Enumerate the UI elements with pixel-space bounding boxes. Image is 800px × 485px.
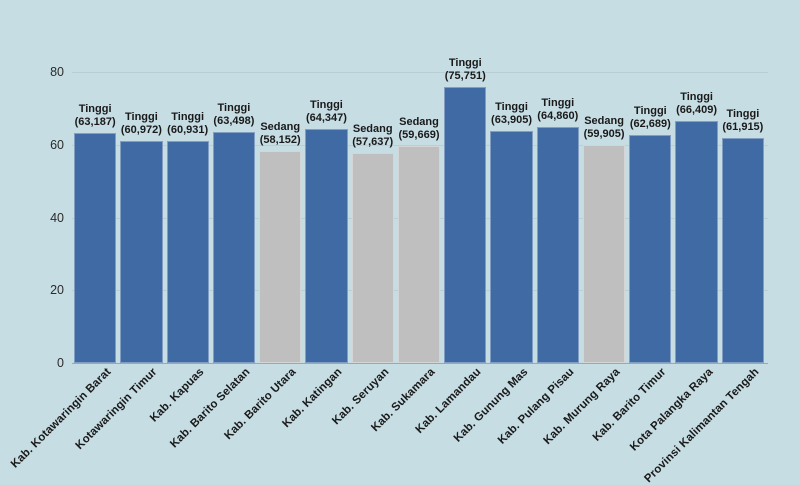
data-label: Tinggi (63,498) (213, 102, 254, 128)
bar-slot (673, 0, 719, 363)
bar[interactable] (490, 130, 533, 363)
bar[interactable] (675, 121, 718, 363)
bar[interactable] (305, 128, 348, 363)
data-label: Tinggi (66,409) (676, 91, 717, 117)
data-label-category: Tinggi (310, 98, 343, 111)
data-label-value: (62,689) (629, 117, 671, 130)
bar-slot (118, 0, 164, 363)
bar-slot (211, 0, 257, 363)
data-label-category: Sedang (399, 115, 439, 128)
bar-slot (581, 0, 627, 363)
x-axis-label: Kotawaringin Timur (73, 366, 160, 452)
data-label-category: Sedang (584, 115, 624, 128)
data-label-value: (63,905) (491, 113, 533, 126)
data-label-value: (60,972) (120, 124, 162, 137)
data-label-category: Tinggi (680, 91, 713, 104)
plot-area: 0 20 40 60 80 Tinggi (63,187) Tinggi (60,972) Ti… (9, 0, 768, 485)
data-label: Tinggi (60,931) (167, 111, 208, 137)
bar-slot (396, 0, 442, 363)
bar-slot (165, 0, 211, 363)
data-label: Tinggi (64,347) (306, 99, 347, 125)
data-label-value: (59,669) (398, 128, 440, 141)
bar[interactable] (536, 127, 579, 363)
data-label-category: Tinggi (124, 111, 158, 124)
bar-slot (350, 0, 396, 363)
data-label-value: (57,637) (352, 136, 394, 149)
y-tick-label: 60 (50, 137, 64, 152)
data-label-value: (63,498) (213, 114, 255, 127)
data-label-category: Tinggi (78, 103, 112, 116)
data-label-value: (63,187) (74, 116, 116, 129)
data-label-value: (75,751) (444, 70, 486, 83)
data-label-category: Tinggi (495, 100, 528, 113)
x-axis-label: Kab. Murung Raya (541, 366, 623, 448)
y-tick-label: 80 (50, 65, 64, 79)
data-label-category: Sedang (260, 121, 301, 134)
data-label-value: (59,905) (583, 128, 625, 141)
data-label-value: (64,860) (537, 110, 579, 123)
data-label: Sedang (58,152) (260, 121, 301, 147)
x-axis-labels: Kab. Kotawaringin Barat Kotawaringin Timu… (9, 366, 766, 485)
data-label-category: Tinggi (217, 102, 251, 115)
bar-slot (257, 0, 303, 363)
data-label: Sedang (57,637) (352, 123, 393, 149)
bar-slot (720, 0, 766, 363)
data-label-value: (58,152) (259, 134, 301, 147)
data-label: Tinggi (64,860) (537, 97, 578, 123)
x-axis-label: Kab. Barito Selatan (168, 366, 253, 451)
bar-slot (303, 0, 349, 363)
bar-slot (627, 0, 673, 363)
gridline-60 (72, 144, 768, 146)
x-axis-label: Kota Palangka Raya (627, 366, 716, 454)
bar-slot (535, 0, 581, 363)
data-label-value: (61,915) (722, 120, 764, 133)
data-label-category: Tinggi (726, 107, 760, 120)
bar[interactable] (166, 141, 209, 363)
bar-chart: 0 20 40 60 80 Tinggi (63,187) Tinggi (60,972) Ti… (9, 0, 768, 485)
y-tick-label: 0 (57, 356, 64, 370)
data-label-value: (66,409) (676, 104, 718, 117)
data-label-category: Tinggi (171, 111, 205, 124)
data-label-value: (64,347) (305, 111, 347, 124)
data-label: Tinggi (75,751) (445, 57, 486, 83)
bar[interactable] (74, 133, 117, 363)
y-tick-label: 40 (50, 210, 64, 225)
x-axis-label: Kab. Pulang Pisau (495, 366, 577, 447)
bar[interactable] (120, 141, 163, 363)
data-label-value: (60,931) (167, 124, 209, 137)
bar[interactable] (582, 145, 626, 363)
bar[interactable] (721, 137, 764, 363)
data-label-category: Tinggi (633, 104, 667, 117)
gridline-0 (72, 363, 768, 364)
data-label: Tinggi (61,915) (722, 108, 763, 134)
bar-series (72, 0, 766, 363)
bar[interactable] (259, 151, 302, 363)
bar[interactable] (351, 153, 394, 363)
bar[interactable] (444, 87, 487, 363)
data-label-category: Tinggi (541, 97, 575, 110)
data-label: Tinggi (63,187) (75, 103, 116, 129)
data-label-category: Sedang (352, 123, 393, 136)
bar[interactable] (212, 132, 256, 363)
data-label: Tinggi (60,972) (121, 111, 162, 137)
bar-slot (72, 0, 118, 363)
bar-slot (488, 0, 534, 363)
data-label-category: Tinggi (448, 57, 482, 70)
data-label: Tinggi (63,905) (491, 101, 532, 127)
y-tick-label: 20 (50, 283, 64, 298)
data-label: Sedang (59,905) (584, 115, 625, 141)
bar[interactable] (397, 145, 441, 363)
data-label: Tinggi (62,689) (630, 105, 671, 131)
bar-slot (442, 0, 488, 363)
data-label: Sedang (59,669) (399, 116, 440, 142)
bar[interactable] (629, 134, 672, 363)
gridline-80 (72, 72, 768, 73)
